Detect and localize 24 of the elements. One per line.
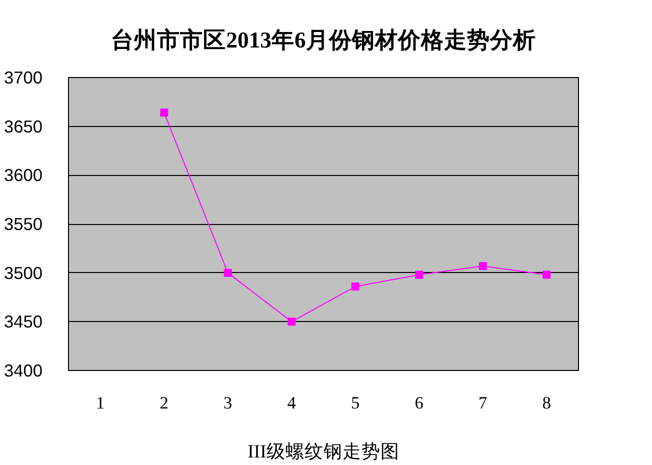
- point: [160, 108, 168, 117]
- y-tick-label: 3500: [4, 262, 43, 283]
- point: [542, 270, 551, 279]
- y-tick-label: 3550: [4, 214, 43, 234]
- point: [415, 270, 424, 279]
- y-tick-label: 3400: [4, 360, 43, 380]
- chart-title: 台州市市区2013年6月份钢材价格走势分析: [111, 26, 536, 52]
- y-tick-label: 3700: [4, 68, 43, 88]
- point: [224, 268, 232, 277]
- point: [351, 282, 360, 291]
- y-tick-label: 3450: [4, 312, 43, 332]
- y-tick-label: 3600: [4, 165, 43, 186]
- x-tick-label: 6: [414, 394, 424, 412]
- x-tick-label: 5: [351, 394, 360, 412]
- y-tick-label: 3650: [4, 116, 43, 136]
- x-tick-label: 8: [542, 394, 551, 412]
- x-tick-label: 7: [478, 394, 488, 412]
- point: [288, 318, 296, 326]
- point: [478, 262, 487, 270]
- x-tick-label: 4: [287, 394, 296, 412]
- x-axis-title: III级螺纹钢走势图: [248, 442, 400, 462]
- x-tick-label: 3: [224, 394, 232, 412]
- x-tick-label: 1: [96, 394, 105, 412]
- x-tick-label: 2: [160, 394, 168, 412]
